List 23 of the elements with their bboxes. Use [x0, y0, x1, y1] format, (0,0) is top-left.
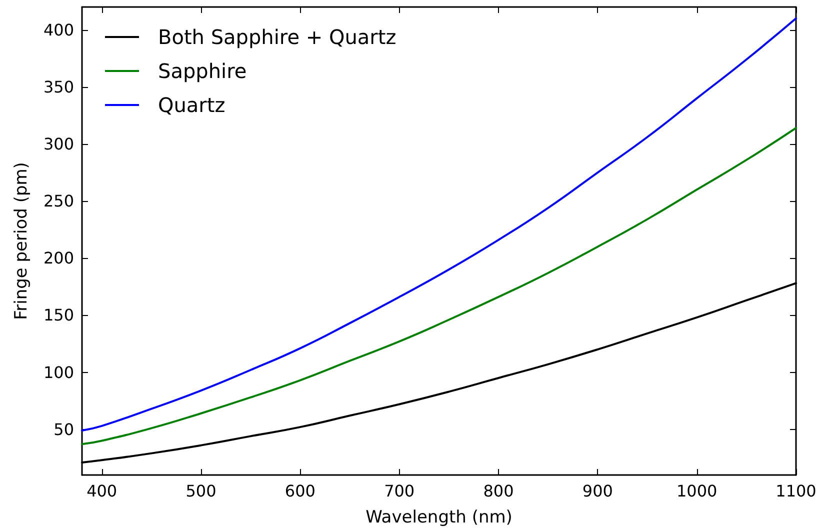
legend-label: Both Sapphire + Quartz — [158, 25, 396, 49]
line-series — [81, 17, 797, 432]
y-tick-label: 100 — [43, 362, 74, 382]
legend-label: Sapphire — [158, 59, 247, 83]
x-tick-label: 800 — [483, 482, 514, 500]
x-tick-label: 600 — [284, 482, 316, 500]
y-axis-title: Fringe period (pm) — [12, 162, 32, 320]
y-tick-label: 50 — [54, 420, 74, 439]
x-axis-title: Wavelength (nm) — [366, 508, 512, 528]
y-tick-label: 200 — [43, 248, 74, 268]
y-tick-label: 250 — [43, 192, 74, 211]
x-tick-label: 700 — [384, 482, 415, 500]
legend-label: Quartz — [158, 93, 226, 117]
x-tick-label: 900 — [582, 482, 613, 500]
x-tick-label: 1000 — [676, 482, 718, 500]
y-tick-label: 400 — [43, 20, 74, 40]
line-series — [81, 126, 797, 446]
y-tick-label: 300 — [43, 134, 74, 154]
y-tick-label: 150 — [43, 306, 74, 325]
x-tick-label: 1100 — [776, 482, 816, 500]
x-tick-label: 500 — [186, 482, 216, 500]
y-tick-label: 350 — [43, 77, 74, 96]
x-tick-label: 400 — [86, 482, 118, 500]
